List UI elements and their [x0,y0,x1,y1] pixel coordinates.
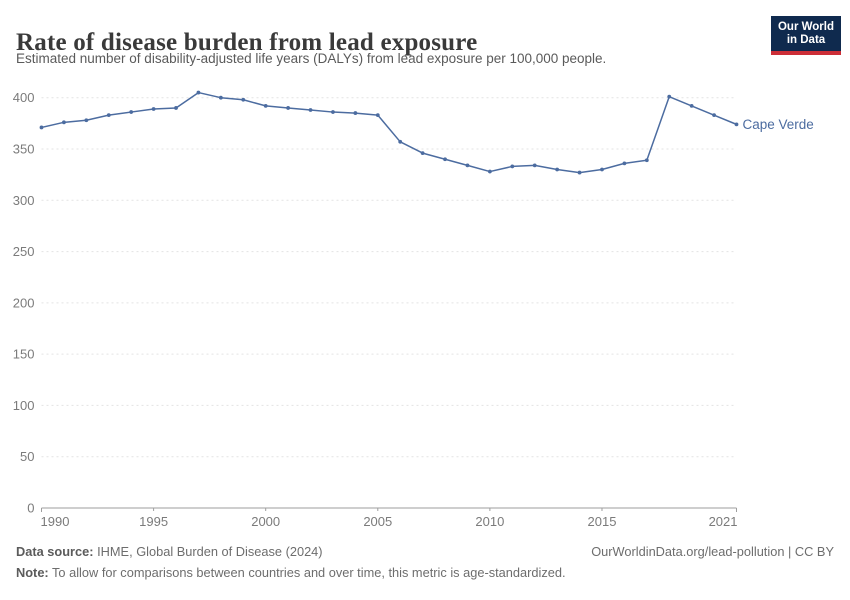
x-tick-label: 1995 [139,514,168,529]
data-point[interactable] [398,139,403,144]
owid-logo-line2: in Data [786,34,826,46]
data-point[interactable] [174,106,178,110]
data-point[interactable] [622,161,627,166]
y-tick-label: 300 [13,193,35,208]
data-point[interactable] [218,95,223,100]
data-point[interactable] [443,157,447,162]
data-point[interactable] [84,118,89,123]
data-point[interactable] [151,107,156,111]
data-point[interactable] [286,106,291,110]
citation-link[interactable]: OurWorldinData.org/lead-pollution | CC B… [591,544,834,559]
data-point[interactable] [420,151,425,155]
data-point[interactable] [241,97,246,102]
y-tick-label: 150 [13,347,35,362]
line-chart[interactable]: 0 50 100 150 200 250 300 350 400 1990 1995 2000 2005… [0,80,850,540]
y-tick-label: 400 [13,90,35,105]
x-tick-label: 2005 [363,514,392,529]
data-point[interactable] [353,111,358,115]
x-tick-label: 2010 [475,514,504,529]
y-tick-label: 200 [13,295,35,310]
series-label[interactable]: Cape Verde [743,117,814,132]
y-tick-label: 350 [13,141,35,156]
chart-note: Note: To allow for comparisons between c… [16,565,566,580]
x-tick-label: 2000 [251,514,280,529]
chart-canvas[interactable]: 0 50 100 150 200 250 300 350 400 1990 1995 2000 2005… [0,80,850,540]
data-point[interactable] [510,164,515,169]
data-point[interactable] [712,113,716,118]
data-point[interactable] [331,110,335,114]
data-point[interactable] [308,108,313,112]
x-tick-label: 2021 [709,514,738,529]
data-source: Data source: IHME, Global Burden of Dise… [16,544,323,559]
y-tick-label: 0 [27,501,34,516]
x-tick-label: 2015 [588,514,617,529]
data-point[interactable] [689,104,694,108]
data-point[interactable] [667,94,672,99]
y-tick-label: 250 [13,244,35,259]
data-point[interactable] [487,169,492,174]
data-point[interactable] [600,167,604,172]
page-title: Rate of disease burden from lead exposur… [16,28,478,56]
owid-logo-line1: Our World [777,21,834,33]
data-point[interactable] [196,90,201,95]
chart-footer: Data source: IHME, Global Burden of Dise… [16,544,834,580]
data-point[interactable] [465,163,470,168]
data-point[interactable] [62,120,66,125]
data-point[interactable] [555,167,560,172]
data-point[interactable] [644,158,649,163]
series-line[interactable] [41,91,737,174]
data-point[interactable] [39,125,44,130]
data-point[interactable] [263,104,268,108]
owid-logo[interactable]: Our World in Data [771,16,841,55]
y-tick-label: 100 [13,398,35,413]
data-point[interactable] [734,122,739,127]
page-subtitle: Estimated number of disability-adjusted … [16,51,607,66]
data-point[interactable] [577,170,582,175]
x-tick-label: 1990 [41,514,70,529]
data-point[interactable] [106,113,111,118]
data-point[interactable] [129,110,134,114]
data-point[interactable] [532,163,537,168]
y-tick-label: 50 [20,449,34,464]
data-point[interactable] [375,113,380,118]
